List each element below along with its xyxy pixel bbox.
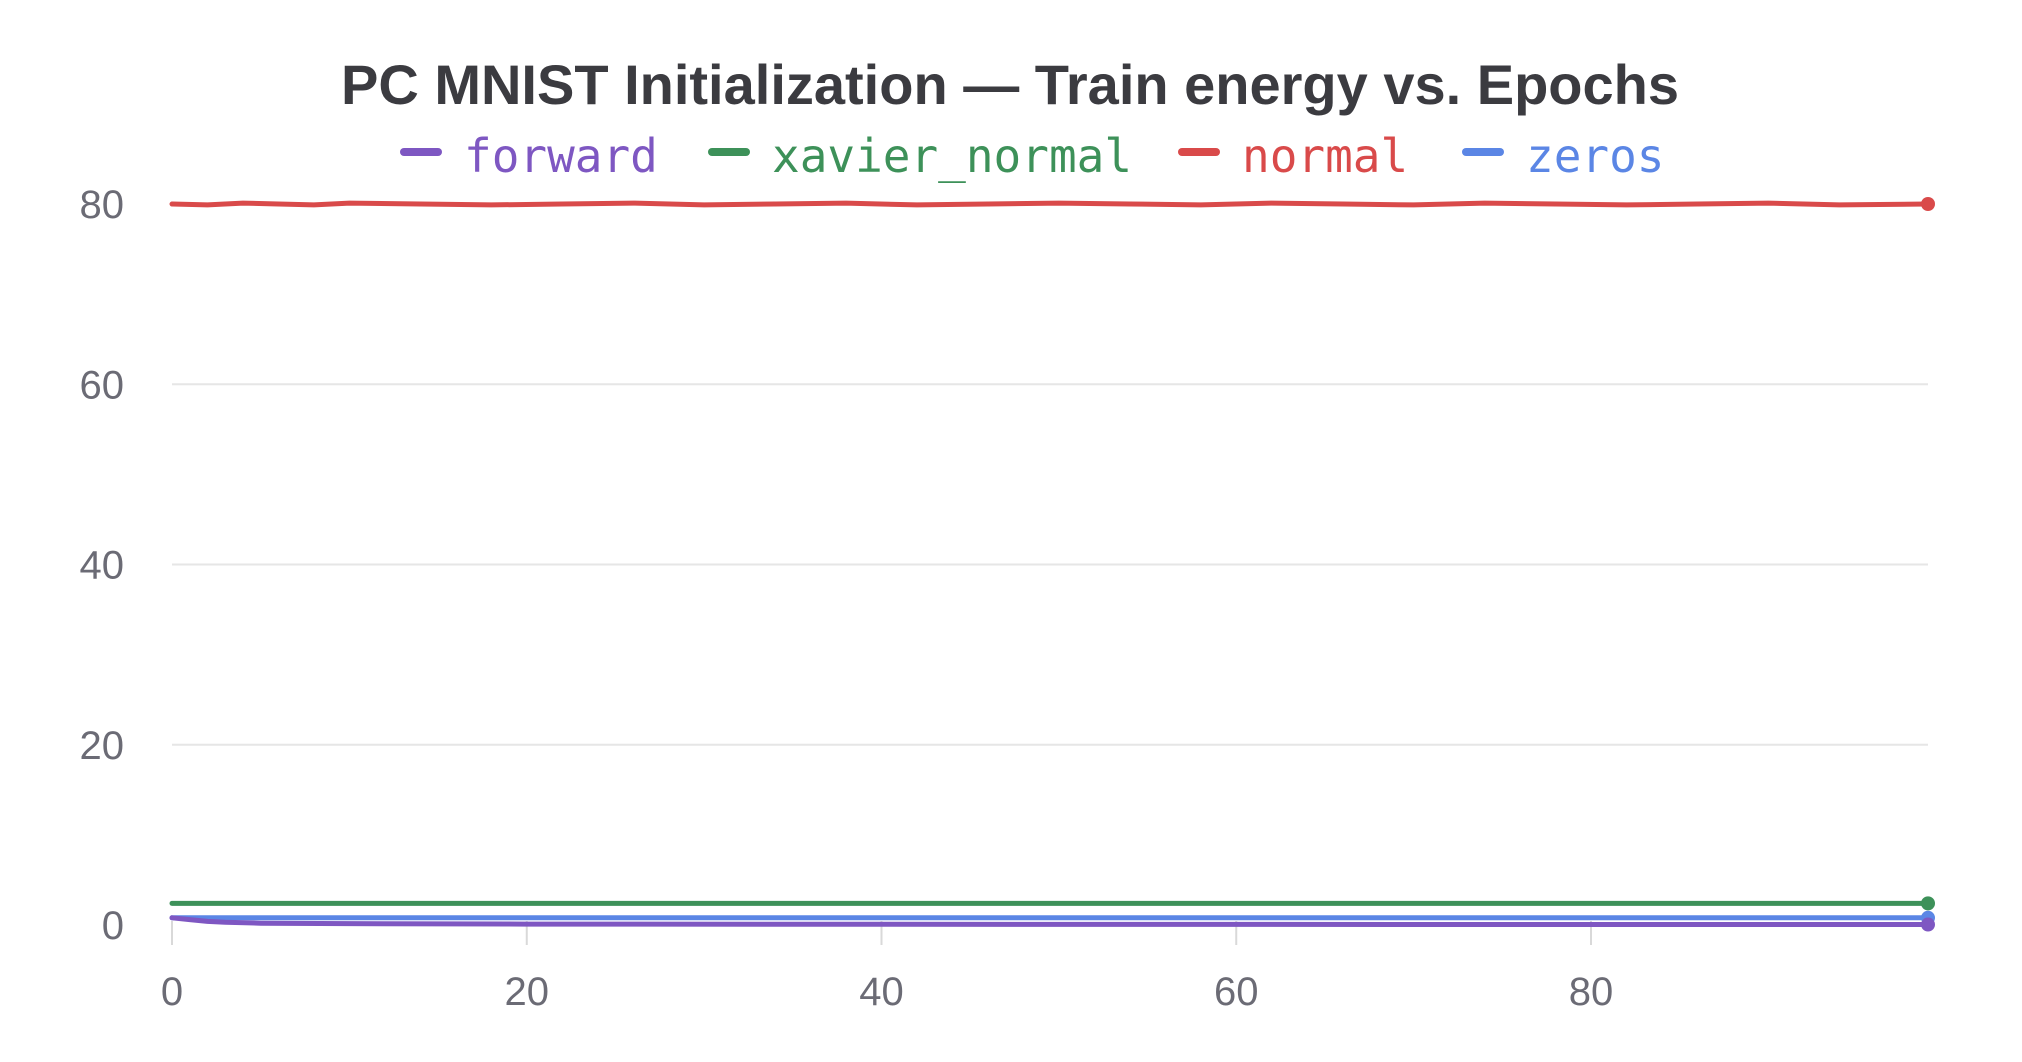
- x-tick-label: 80: [1569, 970, 1614, 1014]
- y-tick-label: 0: [102, 904, 124, 948]
- legend-label: normal: [1242, 129, 1408, 183]
- legend-label: zeros: [1526, 129, 1664, 183]
- legend: forward xavier_normal normal zeros: [400, 129, 1664, 183]
- chart-title: PC MNIST Initialization — Train energy v…: [341, 53, 1679, 116]
- grid-lines: [172, 203, 1928, 746]
- legend-label: forward: [464, 129, 658, 183]
- y-tick-label: 60: [80, 363, 125, 407]
- legend-label: xavier_normal: [772, 129, 1132, 183]
- x-tick-label: 20: [504, 970, 549, 1014]
- legend-item-xavier_normal: xavier_normal: [708, 129, 1132, 183]
- x-tick-label: 40: [859, 970, 904, 1014]
- series-layer: [169, 197, 1935, 932]
- legend-swatch: [1178, 148, 1220, 156]
- series-line-normal: [169, 200, 1931, 208]
- y-tick-label: 80: [80, 183, 125, 227]
- series-end-point-normal: [1921, 197, 1935, 211]
- legend-swatch: [400, 148, 442, 156]
- legend-swatch: [708, 148, 750, 156]
- legend-swatch: [1462, 148, 1504, 156]
- y-tick-label: 20: [80, 724, 125, 768]
- series-end-point-forward: [1921, 917, 1935, 932]
- y-axis: 0 20 40 60 80: [80, 183, 125, 948]
- x-tick-label: 0: [161, 970, 183, 1014]
- series-end-point-xavier_normal: [1921, 896, 1935, 911]
- legend-item-normal: normal: [1178, 129, 1408, 183]
- x-axis: 0 20 40 60 80: [161, 921, 1613, 1014]
- legend-item-zeros: zeros: [1462, 129, 1664, 183]
- x-tick-label: 60: [1214, 970, 1259, 1014]
- y-tick-label: 40: [80, 544, 125, 588]
- legend-item-forward: forward: [400, 129, 658, 183]
- series-line-forward: [169, 915, 1931, 927]
